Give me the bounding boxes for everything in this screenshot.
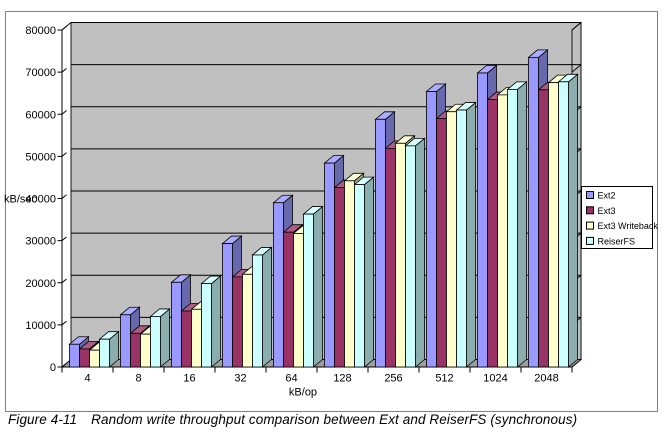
- x-tick-label-2048: 2048: [534, 373, 558, 385]
- gridline-side-70000: [571, 64, 582, 73]
- bar-reiserfs-256: [405, 145, 416, 368]
- x-tick-label-256: 256: [384, 373, 402, 385]
- bar-reiserfs-1024: [507, 88, 518, 368]
- bar-ext3-writeback-1024: [497, 94, 508, 368]
- bar-ext3-writeback-512: [446, 111, 457, 368]
- y-tick-depth-10000: [61, 320, 67, 326]
- bar-ext3-32: [232, 276, 243, 368]
- bar-ext3-writeback-128: [344, 180, 355, 368]
- y-tick-depth-30000: [61, 236, 67, 242]
- bar-reiserfs-2048: [558, 81, 569, 368]
- x-tick-label-128: 128: [333, 373, 351, 385]
- x-tick-label-512: 512: [435, 373, 453, 385]
- bar-ext2-128: [324, 162, 335, 368]
- bar-ext2-2048: [528, 56, 539, 368]
- y-tick-label-0: 0: [50, 362, 56, 374]
- figure-caption: Figure 4-11 Random write throughput compa…: [8, 412, 658, 427]
- bar-ext3-8: [130, 332, 141, 368]
- legend-label-reiserfs: ReiserFS: [598, 236, 636, 246]
- bar-ext3-writeback-8: [140, 333, 151, 368]
- bar-reiserfs-64: [303, 213, 314, 368]
- y-tick-depth-40000: [61, 194, 67, 199]
- y-tick-depth-50000: [61, 152, 67, 157]
- bar-reiserfs-1024-side: [517, 81, 527, 368]
- y-tick-label-10000: 10000: [25, 320, 56, 332]
- y-tick-depth-60000: [61, 110, 67, 115]
- legend-swatch-ext3-writeback: [586, 221, 594, 230]
- x-tick-label-32: 32: [234, 373, 246, 385]
- figure-caption-text: Random write throughput comparison betwe…: [91, 412, 578, 427]
- bar-ext3-2048: [538, 89, 549, 368]
- x-tick-label-8: 8: [135, 373, 141, 385]
- bar-reiserfs-4: [99, 338, 110, 368]
- legend-swatch-reiserfs: [586, 236, 594, 245]
- bar-reiserfs-8-side: [160, 308, 170, 368]
- bar-ext3-128: [334, 187, 345, 368]
- bar-reiserfs-64-side: [313, 205, 323, 368]
- bar-ext2-256: [375, 118, 386, 368]
- y-tick-label-30000: 30000: [25, 236, 56, 248]
- bar-ext3-64: [283, 231, 294, 368]
- bar-ext2-1024: [477, 72, 488, 368]
- x-tick-label-64: 64: [285, 373, 297, 385]
- bar-ext2-8: [120, 314, 131, 368]
- legend-label-ext2: Ext2: [598, 191, 616, 201]
- legend-label-ext3-writeback: Ext3 Writeback: [598, 221, 659, 231]
- bar-ext3-512: [436, 118, 447, 368]
- bar-ext3-4: [79, 348, 90, 368]
- legend-swatch-ext2: [586, 191, 594, 199]
- bar-ext3-writeback-2048: [548, 82, 559, 368]
- y-tick-label-40000: 40000: [25, 194, 56, 206]
- bar-ext2-16: [171, 281, 182, 368]
- bar-reiserfs-128: [354, 184, 365, 368]
- y-tick-label-80000: 80000: [25, 25, 56, 37]
- bar-ext2-64: [273, 202, 284, 368]
- y-tick-depth-0: [61, 362, 67, 368]
- bar-ext3-writeback-64: [293, 233, 304, 368]
- bar-reiserfs-8: [150, 316, 161, 368]
- bar-ext2-4: [69, 343, 80, 368]
- figure-caption-label: Figure 4-11: [8, 412, 78, 427]
- y-axis-title: kB/sec: [4, 194, 38, 206]
- legend-label-ext3: Ext3: [598, 206, 616, 216]
- gridline-side-80000: [571, 22, 582, 31]
- bar-ext3-16: [181, 310, 192, 368]
- bar-ext2-32: [222, 243, 233, 368]
- y-tick-label-70000: 70000: [25, 67, 56, 79]
- bar-ext3-256: [385, 147, 396, 368]
- bar-reiserfs-256-side: [415, 137, 425, 368]
- bar-ext3-writeback-256: [395, 142, 406, 368]
- bar-reiserfs-128-side: [364, 176, 374, 368]
- y-tick-label-60000: 60000: [25, 109, 56, 121]
- y-tick-depth-70000: [61, 68, 67, 73]
- x-tick-label-16: 16: [183, 373, 195, 385]
- bar-reiserfs-512: [456, 109, 467, 368]
- bar-ext3-1024: [487, 99, 498, 368]
- bar-ext3-writeback-32: [242, 273, 253, 368]
- bar-reiserfs-2048-side: [568, 73, 578, 368]
- bar-reiserfs-512-side: [466, 101, 476, 368]
- bar-ext2-512: [426, 91, 437, 368]
- y-tick-label-20000: 20000: [25, 278, 56, 290]
- x-tick-label-1024: 1024: [483, 373, 507, 385]
- bar-ext3-writeback-4: [89, 349, 100, 368]
- x-tick-label-4: 4: [84, 373, 90, 385]
- bar-reiserfs-16-side: [211, 275, 221, 368]
- y-tick-depth-20000: [61, 278, 67, 284]
- legend-swatch-ext3: [586, 206, 594, 215]
- x-axis-title: kB/op: [289, 387, 317, 399]
- bar-ext3-writeback-16: [191, 308, 202, 368]
- y-tick-depth-80000: [61, 25, 67, 31]
- y-tick-label-50000: 50000: [25, 151, 56, 163]
- bar-reiserfs-16: [201, 283, 212, 368]
- bar-reiserfs-32-side: [262, 246, 272, 368]
- bar-reiserfs-32: [252, 254, 263, 368]
